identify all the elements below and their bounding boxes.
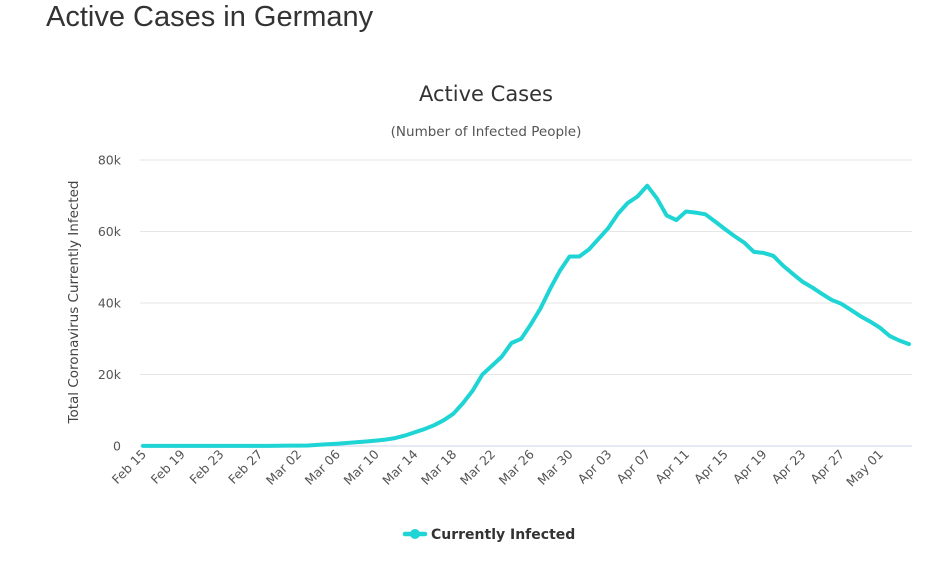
x-tick-label: Mar 22 xyxy=(457,447,498,488)
y-axis-title: Total Coronavirus Currently Infected xyxy=(66,181,82,425)
x-tick-label: Mar 02 xyxy=(263,447,304,488)
x-tick-label: Feb 23 xyxy=(186,447,226,487)
x-tick-label: Apr 27 xyxy=(807,447,847,487)
y-tick-layer: 0 20k 40k 60k 80k xyxy=(98,153,122,454)
legend-dot-marker xyxy=(410,529,420,539)
y-tick-label: 60k xyxy=(98,224,122,239)
legend[interactable]: Currently Infected xyxy=(402,527,575,543)
x-tick-label: Apr 11 xyxy=(652,447,692,487)
series-line-currently-infected[interactable] xyxy=(141,183,911,448)
x-tick-label: Feb 19 xyxy=(148,446,188,486)
chart-subtitle: (Number of Infected People) xyxy=(391,124,582,140)
y-tick-label: 0 xyxy=(113,439,121,454)
series-layer xyxy=(141,183,911,448)
x-tick-label: Mar 10 xyxy=(340,446,381,487)
page-heading: Active Cases in Germany xyxy=(46,1,374,33)
x-tick-label: Apr 03 xyxy=(575,447,615,487)
y-tick-label: 80k xyxy=(98,153,122,168)
x-tick-label: Feb 27 xyxy=(225,447,265,487)
x-tick-label: Mar 18 xyxy=(418,446,459,487)
x-tick-label: Apr 19 xyxy=(730,446,770,486)
grid-layer xyxy=(140,159,912,447)
x-tick-label: May 01 xyxy=(843,447,886,490)
x-tick-label: Mar 26 xyxy=(496,446,537,487)
x-tick-label: Mar 06 xyxy=(302,446,343,487)
x-tick-label: Apr 07 xyxy=(613,447,653,487)
chart-title: Active Cases xyxy=(419,82,553,106)
legend-label: Currently Infected xyxy=(431,527,575,543)
y-tick-label: 40k xyxy=(98,296,122,311)
x-tick-label: Mar 30 xyxy=(534,446,575,487)
y-tick-label: 20k xyxy=(98,367,122,382)
x-tick-label: Apr 15 xyxy=(691,447,731,487)
x-tick-label: Apr 23 xyxy=(769,447,809,487)
x-tick-label: Mar 14 xyxy=(379,446,420,487)
